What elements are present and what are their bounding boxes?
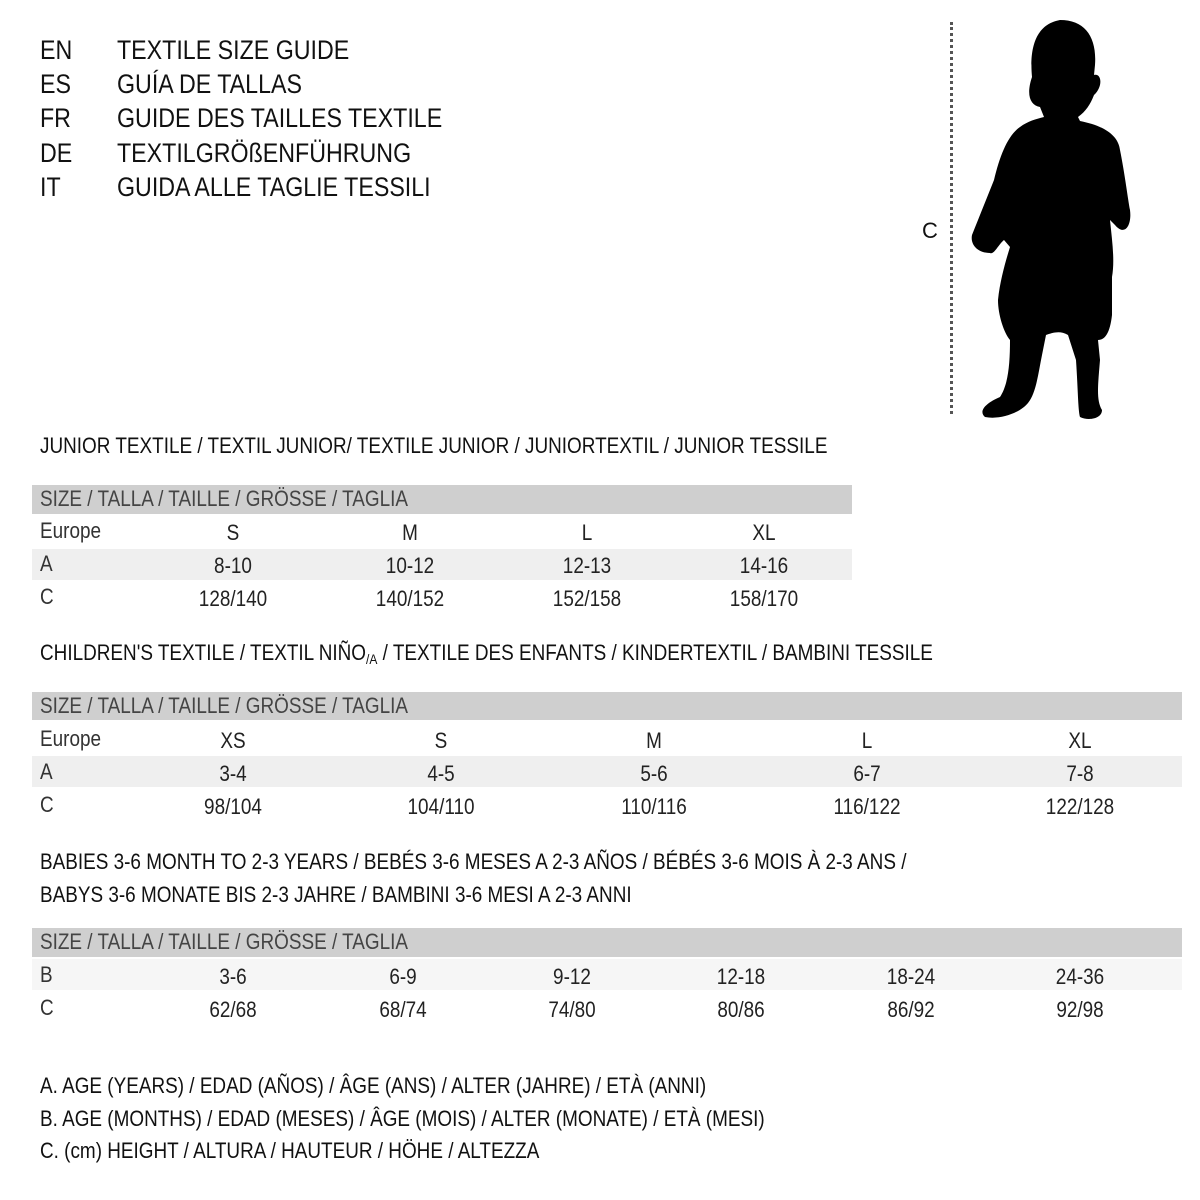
- table-cell: S: [434, 728, 448, 753]
- table-cell: 140/152: [375, 586, 445, 611]
- table-cell: 3-4: [219, 761, 247, 786]
- table-cell: 4-5: [427, 761, 455, 786]
- table-cell: 3-6: [219, 964, 247, 989]
- lang-title: TEXTILGRÖßENFÜHRUNG: [117, 138, 412, 168]
- table-cell: 68/74: [379, 997, 427, 1022]
- child-silhouette-icon: [971, 20, 1131, 419]
- table-cell: 128/140: [198, 586, 268, 611]
- table-cell: 158/170: [729, 586, 799, 611]
- junior-row-shade: [32, 549, 852, 580]
- junior-size-header-label: SIZE / TALLA / TAILLE / GRÖSSE / TAGLIA: [40, 486, 409, 511]
- height-label: C: [922, 218, 938, 243]
- row-label: A: [40, 551, 53, 576]
- table-cell: 12-13: [562, 553, 612, 578]
- row-label: C: [40, 584, 54, 609]
- table-cell: XL: [752, 520, 776, 545]
- lang-title: GUIDE DES TAILLES TEXTILE: [117, 103, 443, 133]
- row-label: B: [40, 962, 53, 987]
- table-cell: M: [646, 728, 662, 753]
- row-label: C: [40, 995, 54, 1020]
- lang-code: IT: [40, 172, 61, 202]
- table-cell: M: [402, 520, 418, 545]
- junior-size-header: [32, 485, 852, 514]
- table-cell: 10-12: [385, 553, 435, 578]
- lang-title: TEXTILE SIZE GUIDE: [117, 35, 350, 65]
- babies-section-title-line2: BABYS 3-6 MONATE BIS 2-3 JAHRE / BAMBINI…: [40, 882, 632, 907]
- table-cell: 5-6: [640, 761, 668, 786]
- children-size-header: [32, 692, 1182, 720]
- table-cell: 86/92: [887, 997, 935, 1022]
- children-size-header-label: SIZE / TALLA / TAILLE / GRÖSSE / TAGLIA: [40, 693, 409, 718]
- table-cell: 8-10: [214, 553, 252, 578]
- table-cell: 116/122: [833, 794, 901, 819]
- children-section-title: CHILDREN'S TEXTILE / TEXTIL NIÑO/A / TEX…: [40, 640, 933, 667]
- table-cell: 6-7: [853, 761, 881, 786]
- table-cell: 18-24: [886, 964, 936, 989]
- table-cell: 24-36: [1055, 964, 1105, 989]
- legend-item: B. AGE (MONTHS) / EDAD (MESES) / ÂGE (MO…: [40, 1106, 765, 1131]
- children-row-shade: [32, 756, 1182, 787]
- children-title-post: / TEXTILE DES ENFANTS / KINDERTEXTIL / B…: [377, 640, 933, 665]
- row-label: A: [40, 759, 53, 784]
- row-label: C: [40, 792, 54, 817]
- lang-code: ES: [40, 69, 71, 99]
- table-cell: S: [226, 520, 240, 545]
- table-cell: 104/110: [407, 794, 475, 819]
- babies-section-title-line1: BABIES 3-6 MONTH TO 2-3 YEARS / BEBÉS 3-…: [40, 849, 907, 874]
- junior-section-title: JUNIOR TEXTILE / TEXTIL JUNIOR/ TEXTILE …: [40, 433, 828, 458]
- table-cell: 9-12: [553, 964, 591, 989]
- table-cell: 12-18: [716, 964, 766, 989]
- table-cell: 110/116: [621, 794, 687, 819]
- row-label: Europe: [40, 518, 102, 543]
- table-cell: 98/104: [204, 794, 262, 819]
- height-measure-line: [950, 22, 953, 414]
- babies-row-shade: [32, 959, 1182, 990]
- legend-item: A. AGE (YEARS) / EDAD (AÑOS) / ÂGE (ANS)…: [40, 1073, 707, 1098]
- table-cell: XL: [1068, 728, 1092, 753]
- table-cell: L: [581, 520, 593, 545]
- lang-code: FR: [40, 103, 71, 133]
- table-cell: 74/80: [548, 997, 596, 1022]
- table-cell: L: [861, 728, 873, 753]
- table-cell: 14-16: [739, 553, 789, 578]
- babies-size-header: [32, 928, 1182, 957]
- table-cell: 80/86: [717, 997, 765, 1022]
- table-cell: XS: [220, 728, 246, 753]
- children-title-pre: CHILDREN'S TEXTILE / TEXTIL NIÑO: [40, 640, 367, 665]
- table-cell: 152/158: [552, 586, 622, 611]
- table-cell: 92/98: [1056, 997, 1104, 1022]
- babies-size-header-label: SIZE / TALLA / TAILLE / GRÖSSE / TAGLIA: [40, 929, 409, 954]
- lang-title: GUÍA DE TALLAS: [117, 69, 302, 99]
- lang-title: GUIDA ALLE TAGLIE TESSILI: [117, 172, 431, 202]
- lang-code: DE: [40, 138, 73, 168]
- table-cell: 62/68: [209, 997, 257, 1022]
- lang-code: EN: [40, 35, 73, 65]
- table-cell: 7-8: [1066, 761, 1094, 786]
- legend-item: C. (cm) HEIGHT / ALTURA / HAUTEUR / HÖHE…: [40, 1138, 540, 1163]
- children-title-sub: /A: [366, 651, 378, 667]
- table-cell: 122/128: [1045, 794, 1115, 819]
- table-cell: 6-9: [389, 964, 417, 989]
- row-label: Europe: [40, 726, 102, 751]
